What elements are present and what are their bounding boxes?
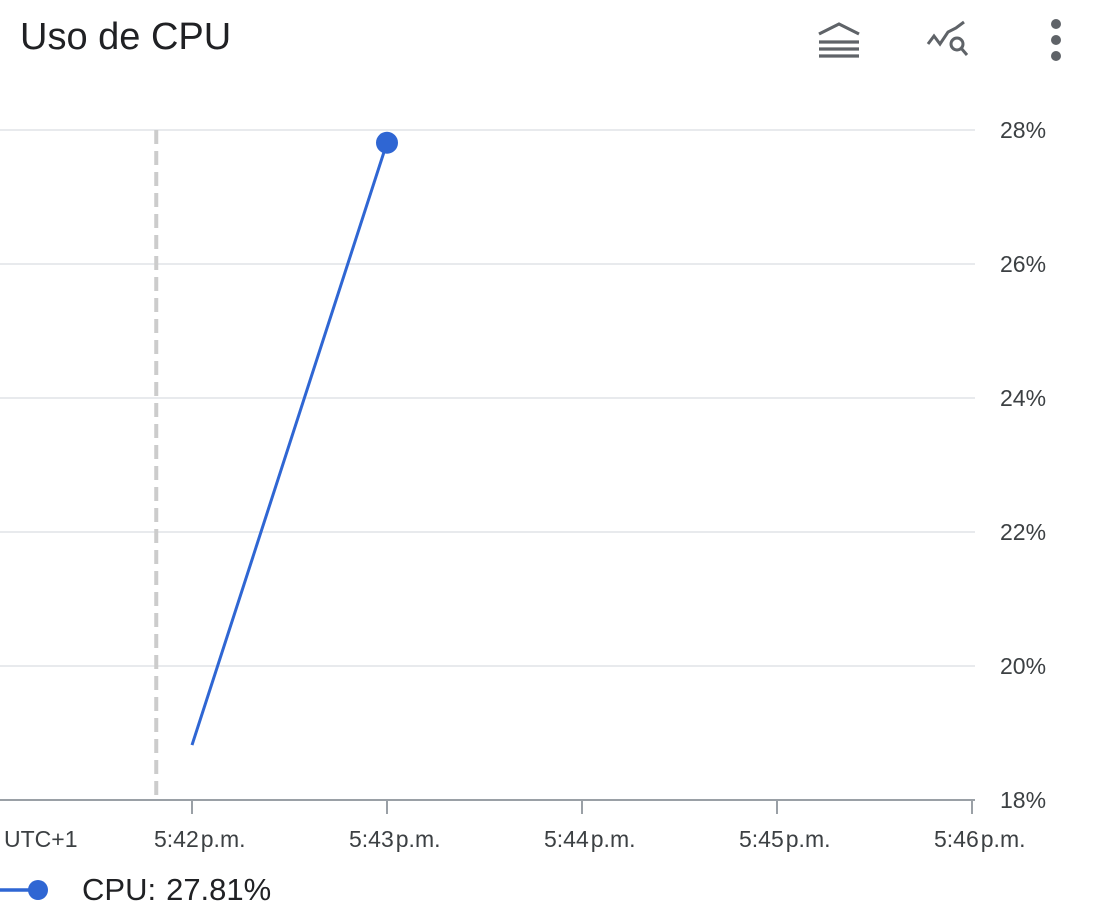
timezone-label: UTC+1 [4,826,78,852]
series-line-cpu [190,142,389,746]
y-tick-label: 26% [1000,251,1046,277]
chart-legend: CPU: 27.81% [0,866,271,914]
y-tick-label: 24% [1000,385,1046,411]
legend-series-value: 27.81% [166,872,272,907]
stacked-lines-icon [818,22,860,58]
x-tick-label: 5:44p.m. [544,826,636,852]
series-swatch-icon [0,880,48,900]
legend-series-name: CPU: [82,872,157,907]
cpu-line-chart[interactable]: 18% 20% 22% 24% 26% 28% 5:42p.m. 5:43p.m. 5:44p.… [0,0,1094,866]
y-tick-label: 28% [1000,117,1046,143]
x-tick-label: 5:42p.m. [154,826,246,852]
more-vert-icon [1051,19,1061,61]
explore-metrics-button[interactable] [918,10,978,70]
legend-toggle-button[interactable] [809,10,869,70]
y-tick-label: 22% [1000,519,1046,545]
y-tick-label: 20% [1000,653,1046,679]
chart-title: Uso de CPU [20,16,232,58]
x-tick-label: 5:45p.m. [739,826,831,852]
more-options-button[interactable] [1026,10,1086,70]
series-point-cpu [376,131,398,154]
x-tick-label: 5:43p.m. [349,826,441,852]
chart-search-icon [926,20,969,56]
y-tick-label: 18% [1000,787,1046,813]
x-tick-label: 5:46p.m. [934,826,1026,852]
